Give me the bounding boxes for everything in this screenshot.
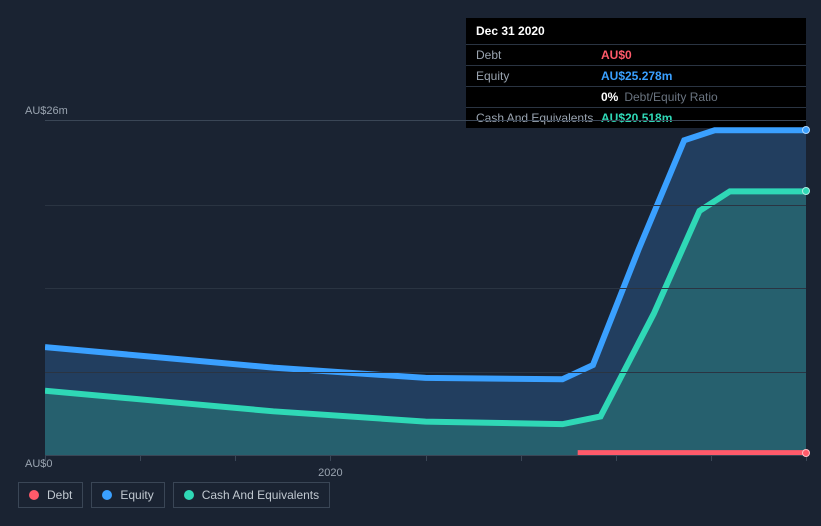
y-axis-max-label: AU$26m bbox=[25, 105, 68, 117]
tooltip-row: DebtAU$0 bbox=[466, 45, 806, 66]
tooltip-row-value: 0%Debt/Equity Ratio bbox=[601, 90, 718, 104]
x-tick bbox=[711, 455, 712, 461]
chart-legend: Debt Equity Cash And Equivalents bbox=[18, 482, 330, 508]
legend-swatch-icon bbox=[184, 490, 194, 500]
legend-item-equity[interactable]: Equity bbox=[91, 482, 164, 508]
legend-swatch-icon bbox=[29, 490, 39, 500]
legend-item-cash-and-equivalents[interactable]: Cash And Equivalents bbox=[173, 482, 330, 508]
y-axis-min-label: AU$0 bbox=[25, 458, 53, 470]
legend-item-debt[interactable]: Debt bbox=[18, 482, 83, 508]
tooltip-row-value: AU$25.278m bbox=[601, 69, 672, 83]
tooltip-date: Dec 31 2020 bbox=[466, 18, 806, 45]
series-end-dot bbox=[802, 449, 810, 457]
tooltip-row-label bbox=[476, 90, 601, 104]
tooltip-row-label: Equity bbox=[476, 69, 601, 83]
chart-area: AU$26m AU$0 2020 bbox=[15, 120, 806, 466]
legend-swatch-icon bbox=[102, 490, 112, 500]
tooltip-row-value: AU$0 bbox=[601, 48, 632, 62]
tooltip-row-label: Debt bbox=[476, 48, 601, 62]
x-tick bbox=[140, 455, 141, 461]
x-tick bbox=[45, 455, 46, 461]
x-tick bbox=[330, 455, 331, 461]
tooltip-row-suffix: Debt/Equity Ratio bbox=[624, 90, 717, 104]
x-tick bbox=[616, 455, 617, 461]
x-tick bbox=[235, 455, 236, 461]
legend-item-label: Equity bbox=[120, 488, 153, 502]
legend-item-label: Cash And Equivalents bbox=[202, 488, 319, 502]
series-end-dot bbox=[802, 187, 810, 195]
chart-gridline bbox=[45, 288, 806, 289]
x-tick bbox=[426, 455, 427, 461]
chart-gridline bbox=[45, 372, 806, 373]
tooltip-row: 0%Debt/Equity Ratio bbox=[466, 87, 806, 108]
x-tick bbox=[521, 455, 522, 461]
chart-tooltip: Dec 31 2020 DebtAU$0EquityAU$25.278m0%De… bbox=[466, 18, 806, 128]
legend-item-label: Debt bbox=[47, 488, 72, 502]
chart-gridline bbox=[45, 205, 806, 206]
chart-plot[interactable]: 2020 bbox=[45, 120, 806, 456]
tooltip-row: EquityAU$25.278m bbox=[466, 66, 806, 87]
series-end-dot bbox=[802, 126, 810, 134]
x-axis-label: 2020 bbox=[318, 467, 342, 479]
